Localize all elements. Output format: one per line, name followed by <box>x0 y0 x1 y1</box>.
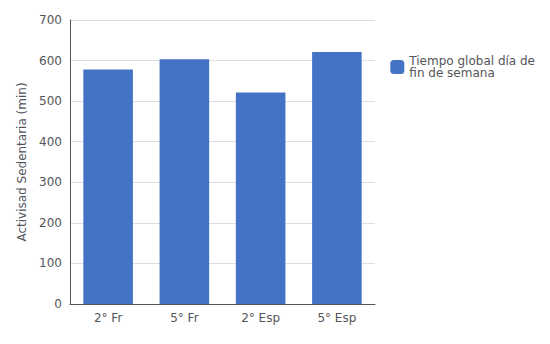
svg-text:700: 700 <box>39 13 62 27</box>
svg-text:0: 0 <box>54 297 62 311</box>
svg-text:5° Esp: 5° Esp <box>317 311 356 325</box>
svg-text:500: 500 <box>39 94 62 108</box>
svg-text:600: 600 <box>39 54 62 68</box>
svg-text:200: 200 <box>39 216 62 230</box>
svg-text:Tiempo global día de: Tiempo global día de <box>409 54 535 68</box>
svg-text:fin de semana: fin de semana <box>409 66 494 80</box>
svg-text:300: 300 <box>39 175 62 189</box>
svg-text:5° Fr: 5° Fr <box>170 311 198 325</box>
svg-text:Activisad Sedentaria (min): Activisad Sedentaria (min) <box>15 82 29 241</box>
svg-text:2° Fr: 2° Fr <box>94 311 122 325</box>
svg-text:2° Esp: 2° Esp <box>241 311 280 325</box>
svg-text:100: 100 <box>39 256 62 270</box>
svg-text:400: 400 <box>39 135 62 149</box>
